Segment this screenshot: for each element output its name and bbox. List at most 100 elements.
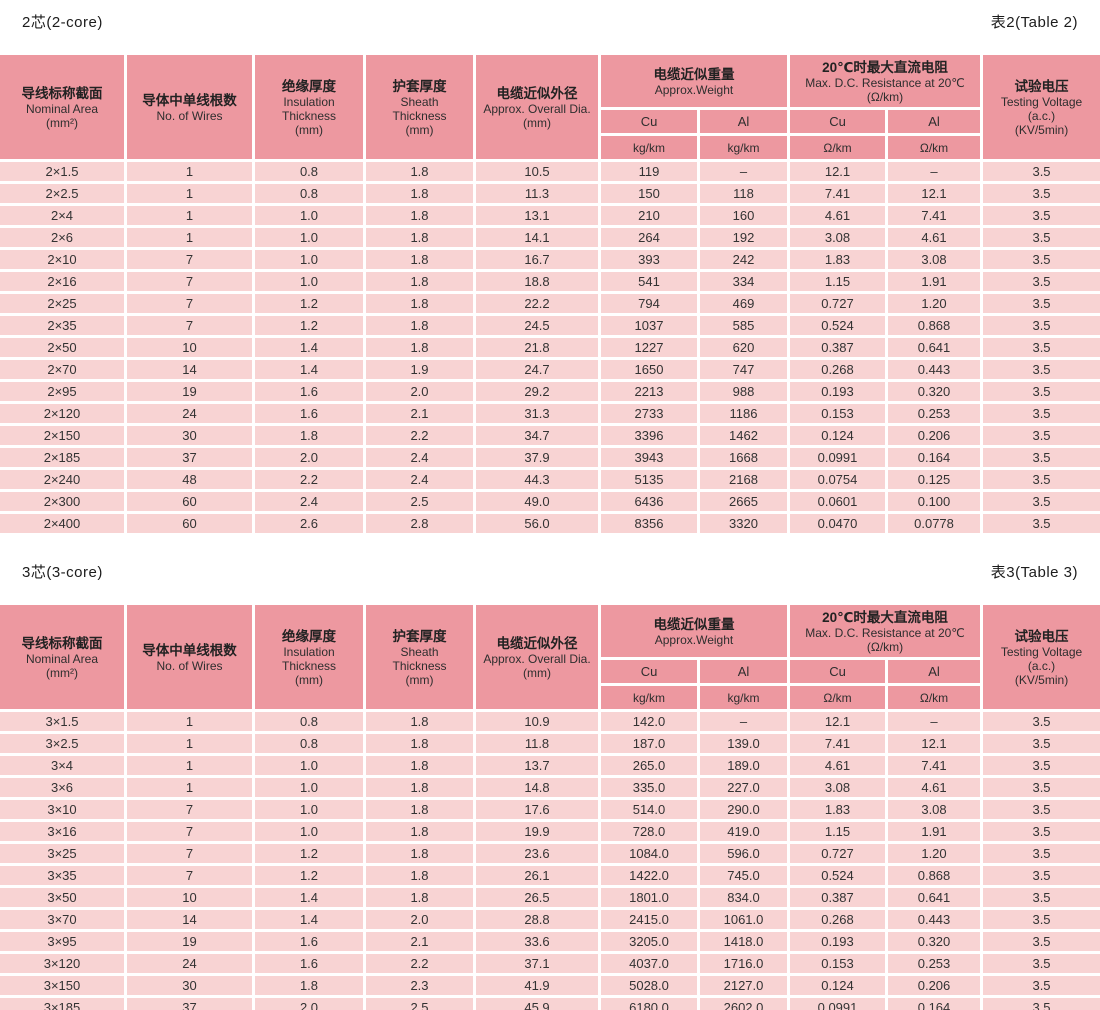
table-cell: 3.5 [983, 162, 1100, 181]
table-cell: 3.5 [983, 470, 1100, 489]
table-cell: 3.5 [983, 382, 1100, 401]
unit-weight-cu: kg/km [601, 136, 697, 159]
table-cell: 0.524 [790, 316, 885, 335]
table-cell: 2.3 [366, 976, 473, 995]
table-cell: 3.5 [983, 492, 1100, 511]
table-cell: 0.0991 [790, 998, 885, 1010]
table-cell: 1.8 [366, 778, 473, 797]
table-cell: 12.1 [888, 184, 981, 203]
table-cell: 2733 [601, 404, 697, 423]
table-cell: 1.8 [366, 316, 473, 335]
table-cell: 3×4 [0, 756, 124, 775]
table-cell: 1.83 [790, 800, 885, 819]
table-cell: 23.6 [476, 844, 598, 863]
table-cell: 0.0601 [790, 492, 885, 511]
table-cell: 2×50 [0, 338, 124, 357]
table-cell: 29.2 [476, 382, 598, 401]
table-cell: 26.5 [476, 888, 598, 907]
header-en: Sheath [400, 644, 439, 659]
header-zh: 电缆近似外径 [496, 85, 578, 101]
table-cell: 3.08 [790, 778, 885, 797]
section-title-3core: 3芯(3-core) [22, 564, 103, 581]
col-header-testing-voltage: 试验电压 Testing Voltage (a.c.) (KV/5min) [983, 55, 1100, 159]
table-cell: 3.5 [983, 822, 1100, 841]
table-cell: 12.1 [790, 162, 885, 181]
unit-res-cu: Ω/km [790, 686, 885, 709]
unit-res-al: Ω/km [888, 136, 981, 159]
table-cell: 728.0 [601, 822, 697, 841]
header-zh: 导体中单线根数 [142, 92, 237, 108]
table-cell: 0.387 [790, 888, 885, 907]
table-row: 3×50 10 1.4 1.8 26.5 1801.0 834.0 0.387 0.641 3.5 [0, 888, 1100, 907]
table-cell: 14 [127, 360, 252, 379]
table-cell: 2×10 [0, 250, 124, 269]
table-cell: 0.0754 [790, 470, 885, 489]
table-cell: 0.868 [888, 866, 981, 885]
table-cell: 1.6 [255, 932, 363, 951]
table-cell: 334 [700, 272, 787, 291]
table-cell: 8356 [601, 514, 697, 533]
table-row: 3×35 7 1.2 1.8 26.1 1422.0 745.0 0.524 0.868 3.5 [0, 866, 1100, 885]
header-en: Thickness [281, 658, 337, 673]
table-cell: 290.0 [700, 800, 787, 819]
col-header-sheath: 护套厚度 Sheath Thickness (mm) [366, 605, 473, 709]
table-cell: 7 [127, 822, 252, 841]
table-cell: 24 [127, 954, 252, 973]
table-cell: 0.164 [888, 998, 981, 1010]
table-cell: 21.8 [476, 338, 598, 357]
header-zh: 20℃时最大直流电阻 [822, 609, 948, 625]
table-cell: 2.2 [366, 954, 473, 973]
table-cell: 3205.0 [601, 932, 697, 951]
table-cell: 3×16 [0, 822, 124, 841]
table-cell: 1 [127, 162, 252, 181]
table-cell: 1.8 [366, 756, 473, 775]
table-cell: 139.0 [700, 734, 787, 753]
header-en: Approx. Overall Dia. [483, 101, 591, 116]
table-cell: 264 [601, 228, 697, 247]
table-cell: 1 [127, 184, 252, 203]
table-row: 2×300 60 2.4 2.5 49.0 6436 2665 0.0601 0.100 3.5 [0, 492, 1100, 511]
table-cell: 3×70 [0, 910, 124, 929]
table-cell: 834.0 [700, 888, 787, 907]
table-cell: 3.5 [983, 448, 1100, 467]
header-zh: 试验电压 [1014, 628, 1069, 644]
header-zh: 绝缘厚度 [282, 78, 336, 94]
table-row: 3×150 30 1.8 2.3 41.9 5028.0 2127.0 0.124 0.206 3… [0, 976, 1100, 995]
table-cell: 2×400 [0, 514, 124, 533]
table-row: 3×120 24 1.6 2.2 37.1 4037.0 1716.0 0.153 0.253 3… [0, 954, 1100, 973]
table-cell: 2×150 [0, 426, 124, 445]
table-cell: 0.8 [255, 162, 363, 181]
table-cell: 1418.0 [700, 932, 787, 951]
table-cell: 0.8 [255, 184, 363, 203]
table-cell: 13.7 [476, 756, 598, 775]
table-cell: 3.5 [983, 184, 1100, 203]
table-cell: 6436 [601, 492, 697, 511]
table-cell: 3.5 [983, 426, 1100, 445]
table-cell: 1.91 [888, 272, 981, 291]
table-cell: 56.0 [476, 514, 598, 533]
table-cell: 0.8 [255, 734, 363, 753]
table-row: 3×16 7 1.0 1.8 19.9 728.0 419.0 1.15 1.91 3.5 [0, 822, 1100, 841]
table-cell: 16.7 [476, 250, 598, 269]
table-cell: 1.4 [255, 910, 363, 929]
table-cell: 31.3 [476, 404, 598, 423]
header-unit: (mm) [295, 122, 323, 137]
table-cell: 3.5 [983, 800, 1100, 819]
header-en: Max. D.C. Resistance at 20℃ [805, 625, 965, 640]
table-row: 2×150 30 1.8 2.2 34.7 3396 1462 0.124 0.206 3.5 [0, 426, 1100, 445]
table-cell: 3.5 [983, 954, 1100, 973]
table-cell: 1.8 [366, 844, 473, 863]
table-cell: 18.8 [476, 272, 598, 291]
sub-header-res-al: Al [888, 660, 981, 683]
table-cell: 2.4 [366, 448, 473, 467]
table-cell: 2127.0 [700, 976, 787, 995]
header-zh: 护套厚度 [392, 78, 447, 94]
table-cell: 2.0 [366, 382, 473, 401]
table-cell: 10 [127, 338, 252, 357]
table-cell: 7 [127, 294, 252, 313]
table-cell: 0.193 [790, 382, 885, 401]
header-en: Thickness [392, 108, 447, 123]
table-cell: 7 [127, 272, 252, 291]
table-cell: 3×120 [0, 954, 124, 973]
col-header-overall-dia: 电缆近似外径 Approx. Overall Dia. (mm) [476, 55, 598, 159]
